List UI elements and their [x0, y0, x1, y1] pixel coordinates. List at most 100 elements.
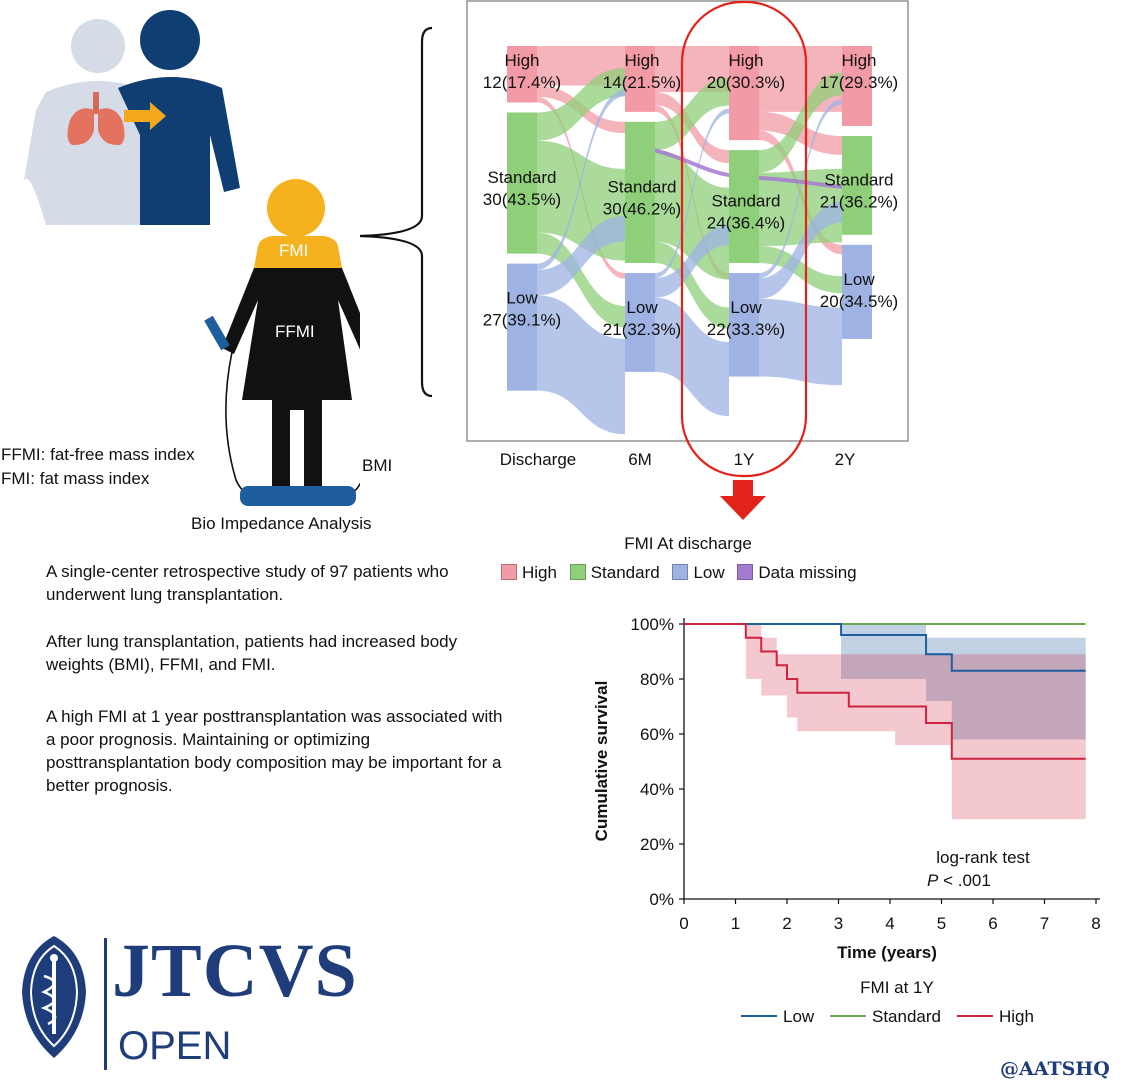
km-legend-label-high: High: [999, 1007, 1034, 1026]
km-legend-title: FMI at 1Y: [860, 978, 934, 997]
legend-swatch: [569, 564, 586, 580]
sankey-flow: [759, 99, 842, 279]
sankey-flow: [655, 77, 729, 151]
fmi-body-label: FMI: [279, 241, 309, 260]
km-x-tick-label: 0: [679, 914, 688, 933]
sankey-node-6M-Standard: [625, 121, 655, 264]
summary-3: A high FMI at 1 year posttransplantation…: [46, 707, 503, 795]
sankey-flow: [759, 298, 842, 386]
km-x-tick-label: 1: [731, 914, 740, 933]
summary-2: After lung transplantation, patients had…: [46, 632, 458, 674]
fmi-definition: FMI: fat mass index: [1, 469, 150, 488]
sankey-x-tick: 6M: [628, 450, 652, 469]
km-x-tick-label: 7: [1040, 914, 1049, 933]
sankey-flow: [655, 108, 729, 278]
km-survival-chart: 0% 20% 40% 60% 80% 100% 0 1 2 3 4 5 6 7 8 Cumulative su…: [592, 615, 1101, 1026]
sankey-x-tick: 2Y: [835, 450, 856, 469]
km-y-tick-label: 40%: [640, 780, 674, 799]
sankey-label-count: 21(32.3%): [603, 320, 681, 339]
sankey-label-count: 30(46.2%): [603, 199, 681, 218]
km-annotation: log-rank test: [936, 848, 1030, 867]
sankey-chart: High 12(17.4%) Standard 30(43.5%) Low 27(39.1…: [466, 0, 909, 553]
bracket: [359, 26, 433, 398]
sankey-flow: [655, 297, 729, 417]
km-y-tick-label: 0%: [649, 890, 674, 909]
sankey-legend: High Standard Low Data missing: [501, 563, 865, 583]
km-x-label: Time (years): [837, 943, 937, 962]
km-x-tick-label: 5: [937, 914, 946, 933]
sankey-label-level: High: [505, 51, 540, 70]
body-composition-icon: [204, 179, 360, 506]
sankey-label-level: High: [625, 51, 660, 70]
sankey-flow-missing: [644, 146, 858, 190]
km-y-tick-label: 80%: [640, 670, 674, 689]
sankey-label-level: Standard: [488, 168, 557, 187]
legend-swatch: [737, 564, 754, 580]
journal-sub: OPEN: [118, 1024, 232, 1068]
ffmi-definition: FFMI: fat-free mass index: [1, 445, 195, 464]
sankey-flow: [537, 295, 625, 435]
km-y-tick-label: 60%: [640, 725, 674, 744]
sankey-flow: [759, 201, 842, 299]
sankey-legend-title: FMI At discharge: [624, 534, 752, 553]
sankey-label-level: Low: [506, 289, 538, 308]
km-annotation-p: P < .001: [927, 871, 991, 890]
ci-band-high: [745, 624, 1086, 820]
km-x-tick-label: 6: [988, 914, 997, 933]
sankey-flow: [537, 232, 625, 328]
sankey-label-count: 27(39.1%): [483, 311, 561, 330]
sankey-node-Discharge-High: [507, 46, 537, 103]
sankey-flow: [655, 241, 729, 329]
sankey-flow: [537, 67, 625, 141]
km-x-tick-label: 8: [1091, 914, 1100, 933]
legend-swatch: [501, 564, 517, 580]
km-line-low: [684, 623, 1086, 672]
legend-low: Low: [672, 563, 725, 582]
sankey-label-count: 21(36.2%): [820, 192, 898, 211]
km-x-tick-label: 2: [782, 914, 791, 933]
sankey-flow: [655, 225, 729, 298]
arrow-right-icon: [124, 102, 166, 130]
sankey-node-2Y-Standard: [842, 135, 872, 235]
sankey-x-tick: 1Y: [734, 450, 755, 469]
sankey-node-1Y-Low: [729, 273, 759, 377]
legend-label: High: [522, 563, 557, 582]
km-legend-label-low: Low: [783, 1007, 815, 1026]
patients-illustration: [24, 10, 360, 506]
sankey-node-1Y-Standard: [729, 150, 759, 264]
sankey-label-count: 17(29.3%): [820, 73, 898, 92]
sankey-label-count: 12(17.4%): [483, 73, 561, 92]
p-value: < .001: [938, 871, 990, 890]
legend-high: High: [501, 563, 557, 582]
sankey-flow: [537, 215, 625, 296]
km-y-tick-label: 20%: [640, 835, 674, 854]
highlight-1y: [680, 0, 808, 478]
km-line-high: [684, 623, 1086, 760]
summary-1: A single-center retrospective study of 9…: [46, 562, 449, 604]
sankey-flow: [759, 72, 842, 173]
sankey-label-level: Standard: [825, 170, 894, 189]
sankey-label-level: High: [842, 51, 877, 70]
km-y-tick-label: 100%: [631, 615, 674, 634]
km-x-tick-label: 3: [834, 914, 843, 933]
sankey-label-count: 20(30.3%): [707, 73, 785, 92]
ci-band-low: [841, 624, 1086, 740]
sankey-label-count: 14(21.5%): [603, 73, 681, 92]
sankey-node-Discharge-Low: [507, 263, 537, 391]
sankey-label-level: Standard: [608, 177, 677, 196]
sankey-label-level: Standard: [712, 192, 781, 211]
ffmi-body-label: FFMI: [275, 322, 315, 341]
legend-label: Data missing: [758, 563, 857, 582]
aats-seal-icon: [22, 936, 86, 1058]
bmi-label: BMI: [362, 456, 393, 475]
sankey-label-level: Low: [843, 270, 875, 289]
legend-swatch: [672, 564, 689, 580]
sankey-node-1Y-High: [729, 46, 759, 141]
km-y-label: Cumulative survival: [592, 681, 611, 842]
sankey-node-2Y-High: [842, 46, 872, 126]
legend-missing: Data missing: [737, 563, 857, 582]
brand-divider: [104, 938, 107, 1070]
sankey-label-count: 24(36.4%): [707, 214, 785, 233]
lungs-icon: [67, 92, 125, 146]
sankey-node-6M-High: [625, 46, 655, 112]
